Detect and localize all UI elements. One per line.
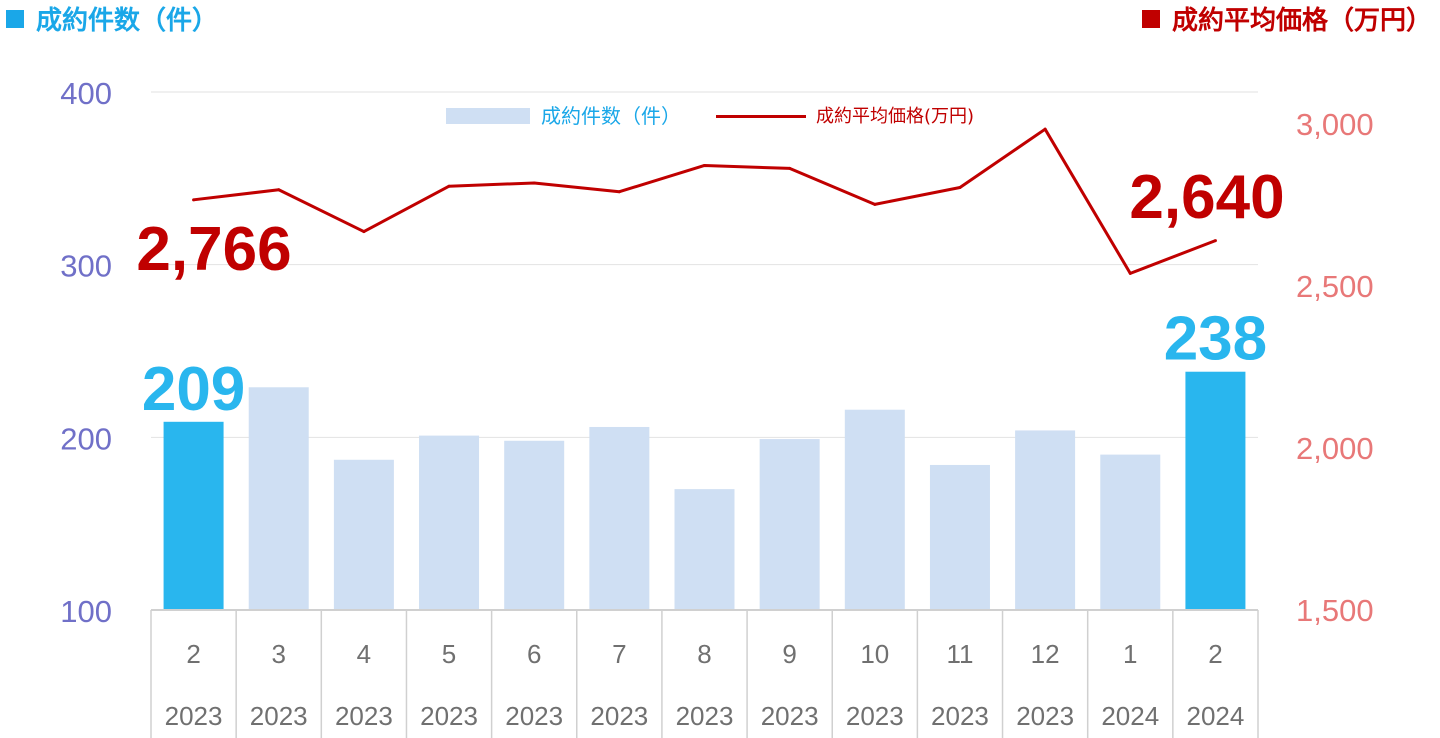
x-axis-month-label: 4 xyxy=(357,639,371,669)
legend-bar-label: 成約件数（件） xyxy=(541,104,681,128)
x-axis-month-label: 8 xyxy=(697,639,711,669)
price-point xyxy=(1128,271,1132,275)
price-point xyxy=(1043,127,1047,131)
x-axis-year-label: 2023 xyxy=(250,701,308,731)
x-axis-year-label: 2023 xyxy=(505,701,563,731)
right-axis-tick-label: 3,000 xyxy=(1296,107,1374,142)
bar xyxy=(1100,454,1161,610)
bar xyxy=(674,489,735,610)
x-axis-year-label: 2024 xyxy=(1101,701,1159,731)
price-point xyxy=(958,186,962,190)
left-axis-tick-label: 100 xyxy=(60,594,112,629)
bar-value-label-last: 238 xyxy=(1164,305,1267,374)
x-axis-month-label: 3 xyxy=(271,639,285,669)
price-point xyxy=(703,163,706,167)
left-axis-title-text: 成約件数（件） xyxy=(36,6,219,36)
left-axis-title: 成約件数（件） xyxy=(6,4,218,38)
x-axis-year-label: 2023 xyxy=(590,701,648,731)
left-axis-tick-label: 300 xyxy=(60,249,112,284)
bar xyxy=(419,435,480,610)
bar xyxy=(163,421,224,610)
right-axis-tick-label: 1,500 xyxy=(1296,593,1374,628)
left-axis-tick-label: 200 xyxy=(60,421,112,456)
x-axis-month-label: 10 xyxy=(860,639,889,669)
price-point xyxy=(873,202,877,206)
price-point xyxy=(532,181,536,185)
x-axis-year-label: 2023 xyxy=(420,701,478,731)
right-axis-title: 成約平均価格（万円） xyxy=(1141,4,1432,38)
x-axis-month-label: 12 xyxy=(1031,639,1060,669)
bar-series-square-icon xyxy=(6,10,24,28)
x-axis-year-label: 2023 xyxy=(1016,701,1074,731)
x-axis-month-label: 9 xyxy=(782,639,796,669)
right-axis-tick-label: 2,500 xyxy=(1296,269,1374,304)
legend-bar-swatch xyxy=(446,108,530,124)
price-point xyxy=(362,230,366,234)
x-axis-year-label: 2023 xyxy=(846,701,904,731)
price-point xyxy=(277,188,281,192)
right-axis-tick-label: 2,000 xyxy=(1296,431,1374,466)
line-series-square-icon xyxy=(1141,10,1160,28)
x-axis-month-label: 2 xyxy=(186,639,200,669)
bar xyxy=(844,409,905,610)
x-axis-month-label: 6 xyxy=(527,639,541,669)
bar xyxy=(1185,371,1246,610)
bar xyxy=(1015,430,1076,610)
bar xyxy=(589,426,650,610)
x-axis-month-label: 11 xyxy=(946,639,973,669)
x-axis-year-label: 2023 xyxy=(165,701,223,731)
x-axis-year-label: 2023 xyxy=(761,701,819,731)
legend-line-label: 成約平均価格(万円) xyxy=(816,106,975,127)
x-axis-month-label: 5 xyxy=(442,639,456,669)
line-value-label-last: 2,640 xyxy=(1129,163,1284,232)
x-axis-month-label: 2 xyxy=(1208,639,1222,669)
bar xyxy=(759,439,820,610)
x-axis-year-label: 2024 xyxy=(1187,701,1245,731)
bar xyxy=(333,459,394,610)
bar-value-label-first: 209 xyxy=(142,355,245,424)
price-point xyxy=(447,184,451,188)
price-point xyxy=(788,166,792,170)
x-axis-year-label: 2023 xyxy=(676,701,734,731)
price-point xyxy=(192,198,196,202)
legend-line-swatch xyxy=(716,115,806,118)
price-point xyxy=(1213,239,1217,243)
x-axis-year-label: 2023 xyxy=(931,701,989,731)
bar xyxy=(248,387,309,610)
right-axis-title-text: 成約平均価格（万円） xyxy=(1171,6,1432,36)
bar xyxy=(929,464,990,610)
line-value-label-first: 2,766 xyxy=(136,215,291,284)
x-axis-month-label: 7 xyxy=(612,639,626,669)
left-axis-tick-label: 400 xyxy=(60,76,112,111)
x-axis-year-label: 2023 xyxy=(335,701,393,731)
price-line xyxy=(193,127,1216,275)
bar xyxy=(504,440,565,610)
x-axis-month-label: 1 xyxy=(1123,639,1137,669)
price-point xyxy=(617,190,621,194)
